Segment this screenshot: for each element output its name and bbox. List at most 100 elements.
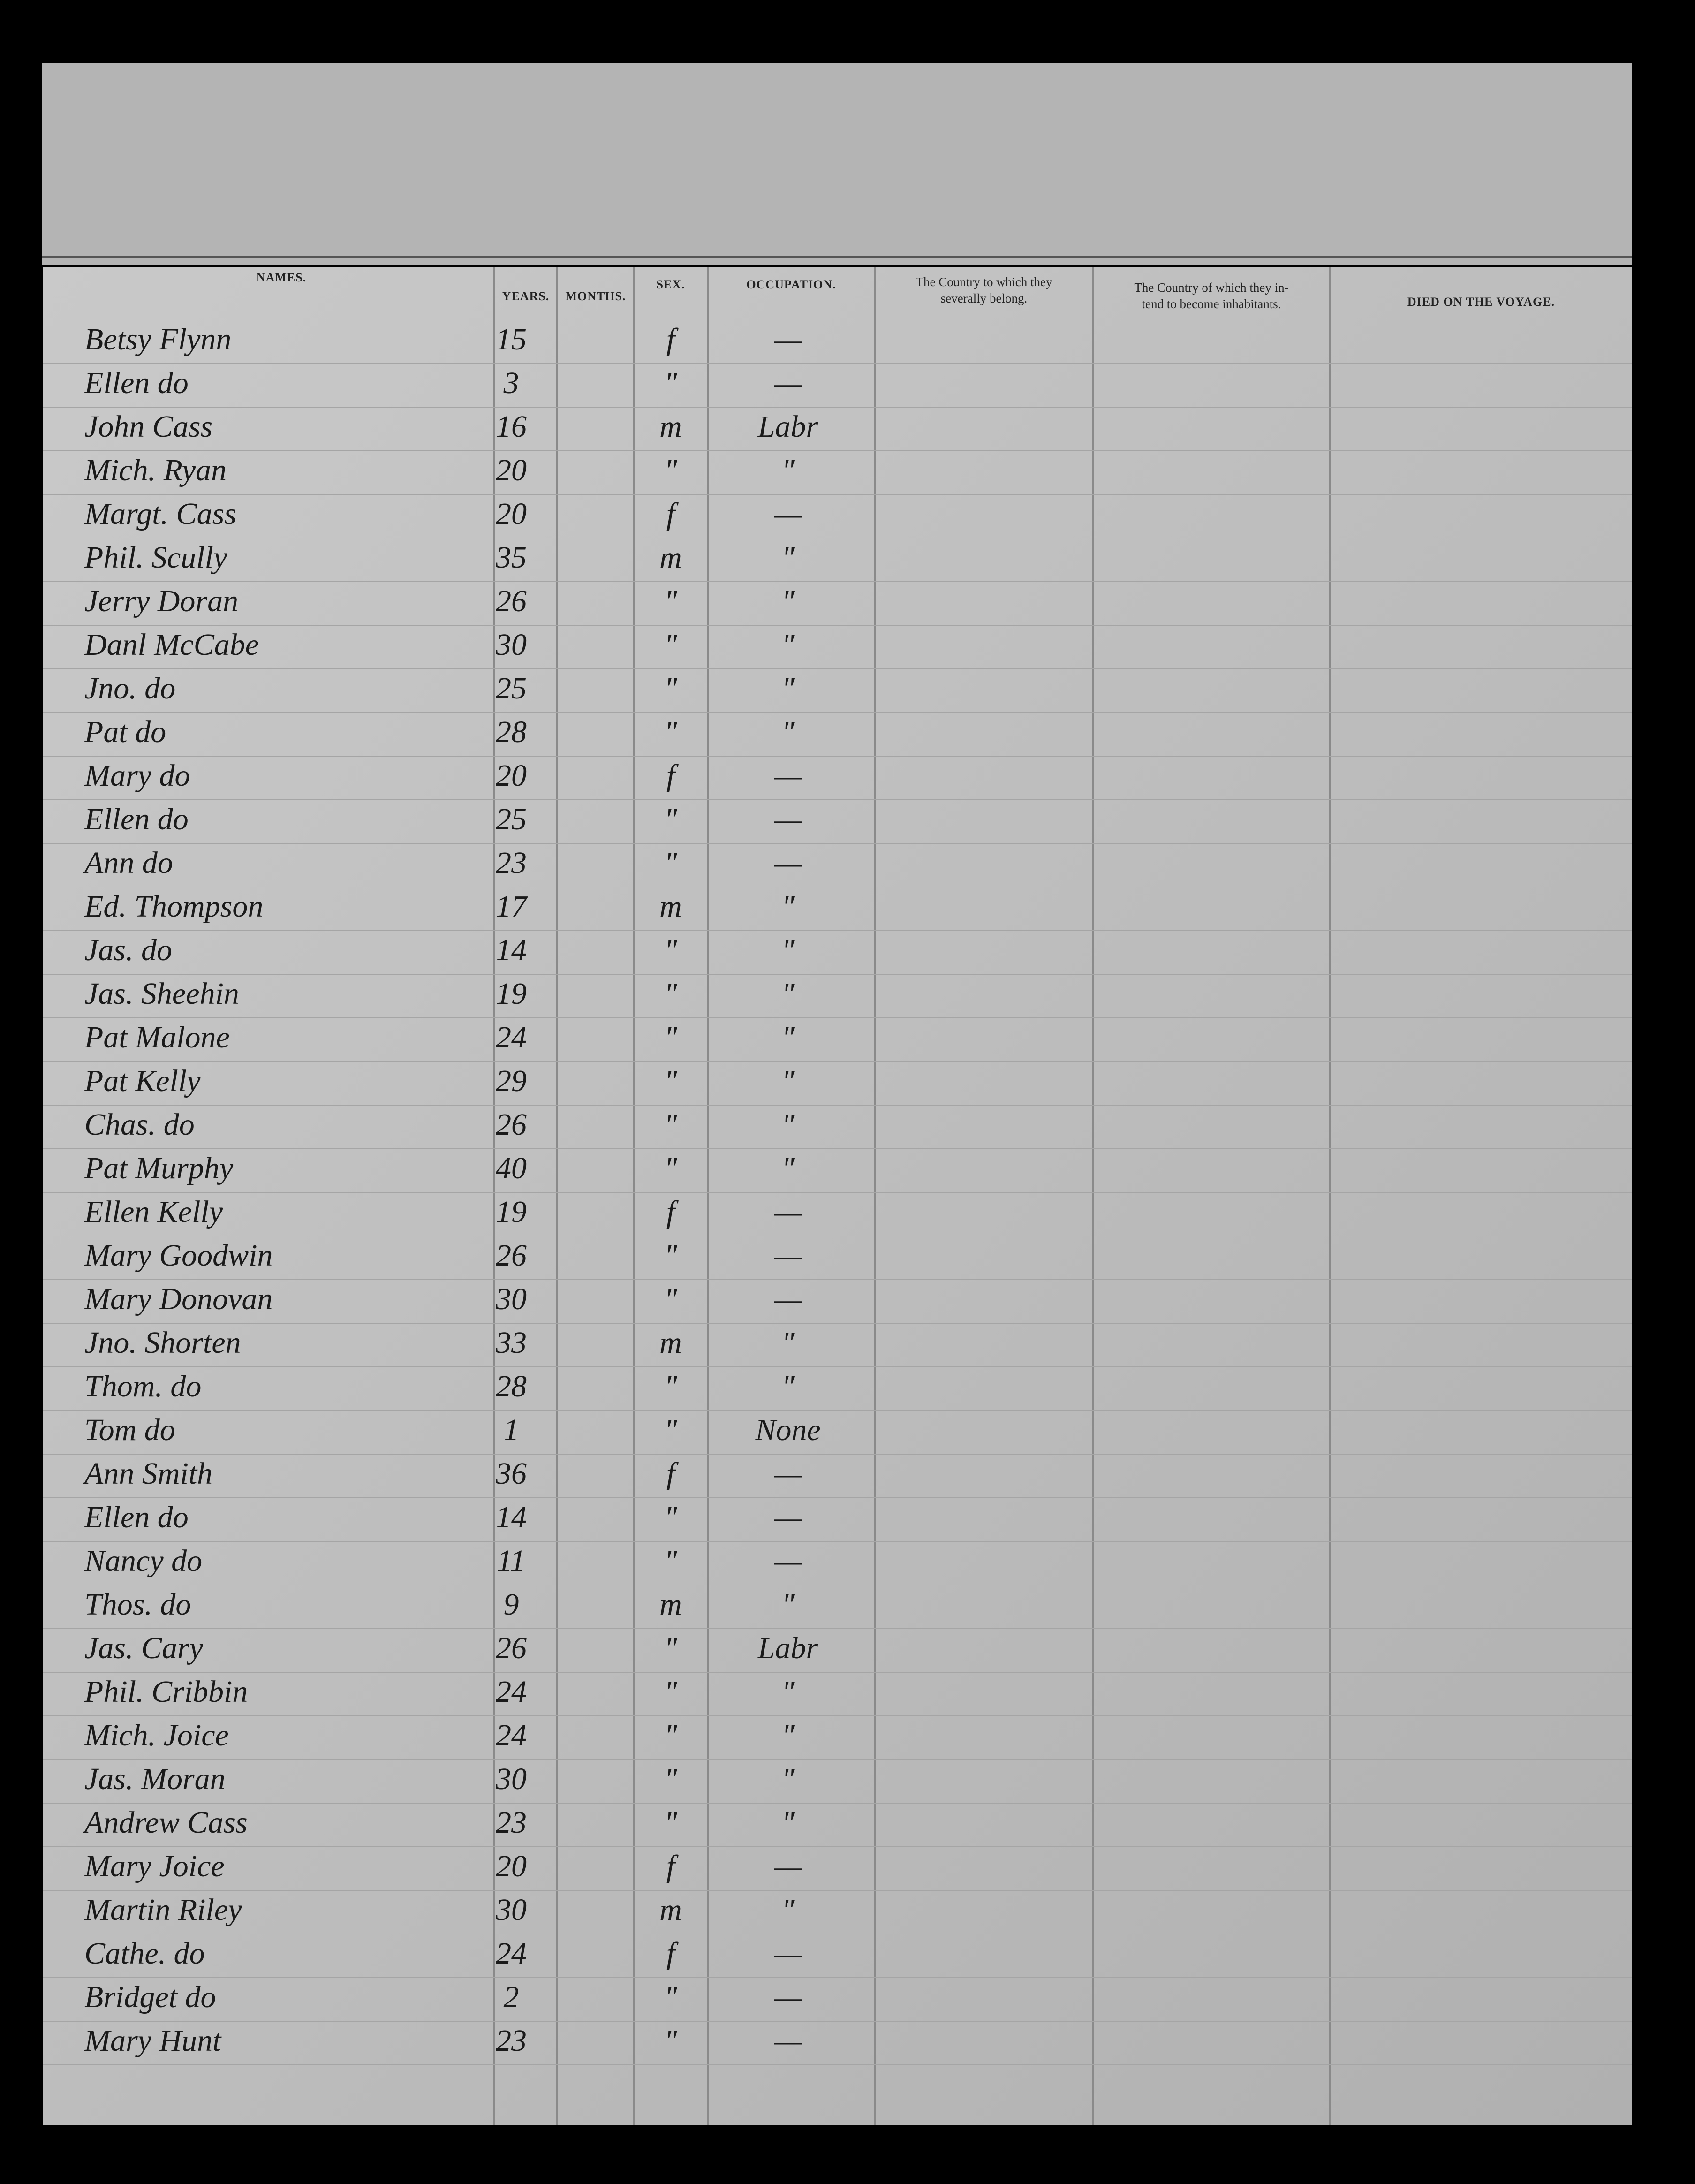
- sex: ": [664, 1762, 677, 1796]
- passenger-name: Ellen do: [84, 1500, 189, 1534]
- occupation: —: [774, 846, 802, 880]
- occupation: —: [774, 1195, 802, 1229]
- sex: ": [664, 1020, 677, 1054]
- occupation: ": [781, 1151, 795, 1185]
- occupation: —: [774, 1282, 802, 1316]
- age-years: 26: [496, 1631, 527, 1665]
- table-row: Ellen do 3 " —: [43, 366, 1632, 408]
- occupation: —: [774, 1238, 802, 1273]
- passenger-name: Jas. Cary: [84, 1631, 204, 1665]
- header-country-belong: severally belong.: [941, 291, 1027, 305]
- age-years: 30: [495, 1762, 527, 1796]
- passenger-name: Betsy Flynn: [84, 322, 231, 356]
- sex: ": [664, 2024, 677, 2058]
- occupation: ": [781, 1369, 795, 1403]
- header-names: NAMES.: [257, 271, 306, 284]
- passenger-name: John Cass: [84, 410, 212, 444]
- occupation: None: [755, 1413, 820, 1447]
- age-years: 24: [496, 1020, 527, 1054]
- age-years: 33: [495, 1326, 527, 1360]
- table-row: Mary Hunt 23 " —: [43, 2024, 1632, 2065]
- occupation: Labr: [757, 1631, 818, 1665]
- age-years: 20: [496, 758, 527, 793]
- age-years: 23: [496, 1805, 527, 1840]
- table-row: Bridget do 2 " —: [43, 1980, 1632, 2022]
- header-country-belong: The Country to which they: [916, 275, 1052, 289]
- passenger-name: Chas. do: [84, 1107, 195, 1142]
- passenger-name: Pat Murphy: [84, 1151, 234, 1185]
- sex: ": [664, 453, 677, 487]
- sex: m: [659, 1587, 682, 1622]
- age-years: 16: [496, 410, 527, 444]
- occupation: ": [781, 540, 795, 575]
- table-row: Tom do 1 " None: [43, 1413, 1632, 1455]
- occupation: ": [781, 584, 795, 618]
- sex: ": [664, 1675, 677, 1709]
- age-years: 11: [497, 1544, 525, 1578]
- passenger-name: Mary Hunt: [84, 2024, 222, 2058]
- table-row: Thos. do 9 m ": [43, 1587, 1632, 1629]
- sex: ": [664, 366, 677, 400]
- occupation: —: [774, 1980, 802, 2014]
- table-row: Ellen Kelly 19 f —: [43, 1195, 1632, 1236]
- age-years: 26: [496, 584, 527, 618]
- sex: ": [664, 1107, 677, 1142]
- sex: m: [659, 1893, 682, 1927]
- table-row: Margt. Cass 20 f —: [43, 497, 1632, 538]
- header-sex: SEX.: [656, 278, 685, 291]
- passenger-name: Mary do: [84, 758, 190, 793]
- column-rules: [493, 267, 1331, 2125]
- age-years: 24: [496, 1936, 527, 1971]
- header-years: YEARS.: [502, 289, 550, 303]
- passenger-name: Margt. Cass: [84, 497, 236, 531]
- table-row: Phil. Scully 35 m ": [43, 540, 1632, 582]
- passenger-name: Mary Goodwin: [84, 1238, 272, 1273]
- table-row: Ann do 23 " —: [43, 846, 1632, 887]
- top-flap: [42, 63, 1632, 265]
- passenger-name: Jas. Moran: [84, 1762, 226, 1796]
- passenger-name: Pat do: [84, 715, 166, 749]
- table-row: Mary Joice 20 f —: [43, 1849, 1632, 1891]
- age-years: 20: [496, 1849, 527, 1883]
- passenger-name: Mary Donovan: [84, 1282, 272, 1316]
- sex: ": [664, 715, 677, 749]
- passenger-name: Phil. Cribbin: [84, 1675, 248, 1709]
- age-years: 3: [503, 366, 519, 400]
- sex: ": [664, 802, 677, 836]
- sex: ": [664, 1064, 677, 1098]
- occupation: Labr: [757, 410, 818, 444]
- occupation: —: [774, 1936, 802, 1971]
- table-row: Jno. Shorten 33 m ": [43, 1326, 1632, 1367]
- occupation: ": [781, 715, 795, 749]
- table-row: Mary Donovan 30 " —: [43, 1282, 1632, 1324]
- age-years: 30: [495, 628, 527, 662]
- sex: ": [664, 1718, 677, 1752]
- passenger-name: Tom do: [84, 1413, 175, 1447]
- age-years: 24: [496, 1718, 527, 1752]
- age-years: 23: [496, 2024, 527, 2058]
- header-country-inhabit: tend to become inhabitants.: [1142, 297, 1281, 311]
- passenger-name: Jerry Doran: [84, 584, 238, 618]
- table-row: Jerry Doran 26 " ": [43, 584, 1632, 626]
- table-row: Betsy Flynn 15 f —: [43, 322, 1632, 364]
- age-years: 1: [504, 1413, 519, 1447]
- passenger-name: Ellen Kelly: [84, 1195, 223, 1229]
- occupation: —: [774, 366, 802, 400]
- passenger-name: Pat Kelly: [84, 1064, 201, 1098]
- age-years: 24: [496, 1675, 527, 1709]
- sex: ": [664, 977, 677, 1011]
- passenger-name: Jno. Shorten: [84, 1326, 241, 1360]
- table-row: Mary do 20 f —: [43, 758, 1632, 800]
- sex: ": [664, 1282, 677, 1316]
- occupation: —: [774, 322, 802, 356]
- header-country-inhabit: The Country of which they in-: [1134, 281, 1288, 295]
- table-row: Ellen do 14 " —: [43, 1500, 1632, 1542]
- age-years: 14: [496, 1500, 527, 1534]
- occupation: —: [774, 1544, 802, 1578]
- sex: ": [664, 1238, 677, 1273]
- occupation: —: [774, 497, 802, 531]
- passenger-name: Pat Malone: [84, 1020, 230, 1054]
- passenger-name: Phil. Scully: [84, 540, 227, 575]
- header-months: MONTHS.: [565, 289, 626, 303]
